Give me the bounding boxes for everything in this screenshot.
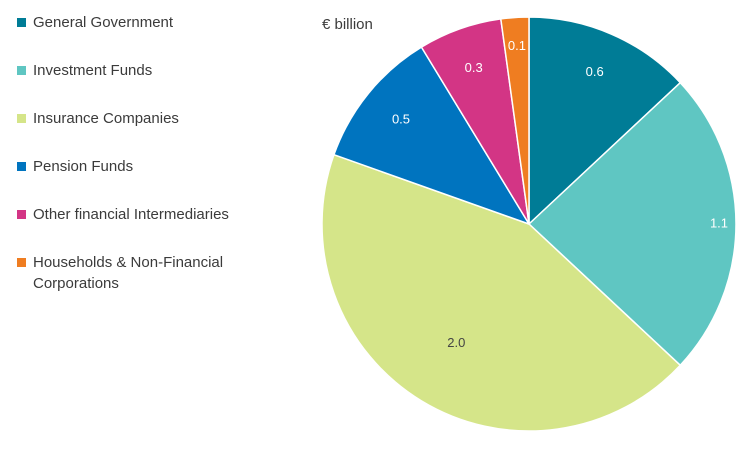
legend-item-other-financial-intermediaries: Other financial Intermediaries bbox=[17, 204, 287, 225]
legend-label: Investment Funds bbox=[33, 62, 153, 79]
legend-item-insurance-companies: Insurance Companies bbox=[17, 108, 287, 129]
legend-label: General Government bbox=[33, 14, 174, 31]
legend-label: Households & Non-Financial Corporations bbox=[33, 254, 224, 292]
pie-slice-general-government bbox=[528, 16, 682, 225]
slice-label-general-government: 0.6 bbox=[586, 64, 604, 79]
chart-legend: General Government Investment Funds Insura… bbox=[17, 12, 287, 294]
legend-item-investment-funds: Investment Funds bbox=[17, 60, 287, 81]
legend-swatch bbox=[17, 114, 26, 123]
slice-label-other-financial-intermediaries: 0.3 bbox=[465, 60, 483, 75]
pie-slice-households-and-non-financial-corporations bbox=[500, 16, 530, 225]
unit-label: € billion bbox=[322, 16, 373, 33]
legend-swatch bbox=[17, 18, 26, 27]
slice-label-households-and-non-financial-corporations: 0.1 bbox=[508, 38, 526, 53]
slice-label-pension-funds: 0.5 bbox=[392, 111, 410, 126]
legend-item-general-government: General Government bbox=[17, 12, 287, 33]
legend-swatch bbox=[17, 258, 26, 267]
pie-slice-investment-funds bbox=[528, 81, 737, 367]
legend-label: Pension Funds bbox=[33, 158, 134, 175]
legend-label: Other financial Intermediaries bbox=[33, 206, 229, 223]
slice-label-insurance-companies: 2.0 bbox=[447, 335, 465, 350]
legend-swatch bbox=[17, 162, 26, 171]
legend-item-households-and-non-financial-corporations: Households & Non-Financial Corporations bbox=[17, 252, 287, 294]
slice-label-investment-funds: 1.1 bbox=[710, 215, 728, 230]
legend-swatch bbox=[17, 210, 26, 219]
legend-label: Insurance Companies bbox=[33, 110, 179, 127]
legend-item-pension-funds: Pension Funds bbox=[17, 156, 287, 177]
legend-swatch bbox=[17, 66, 26, 75]
pie-slice-insurance-companies bbox=[321, 153, 682, 432]
pie-slice-pension-funds bbox=[333, 46, 530, 225]
